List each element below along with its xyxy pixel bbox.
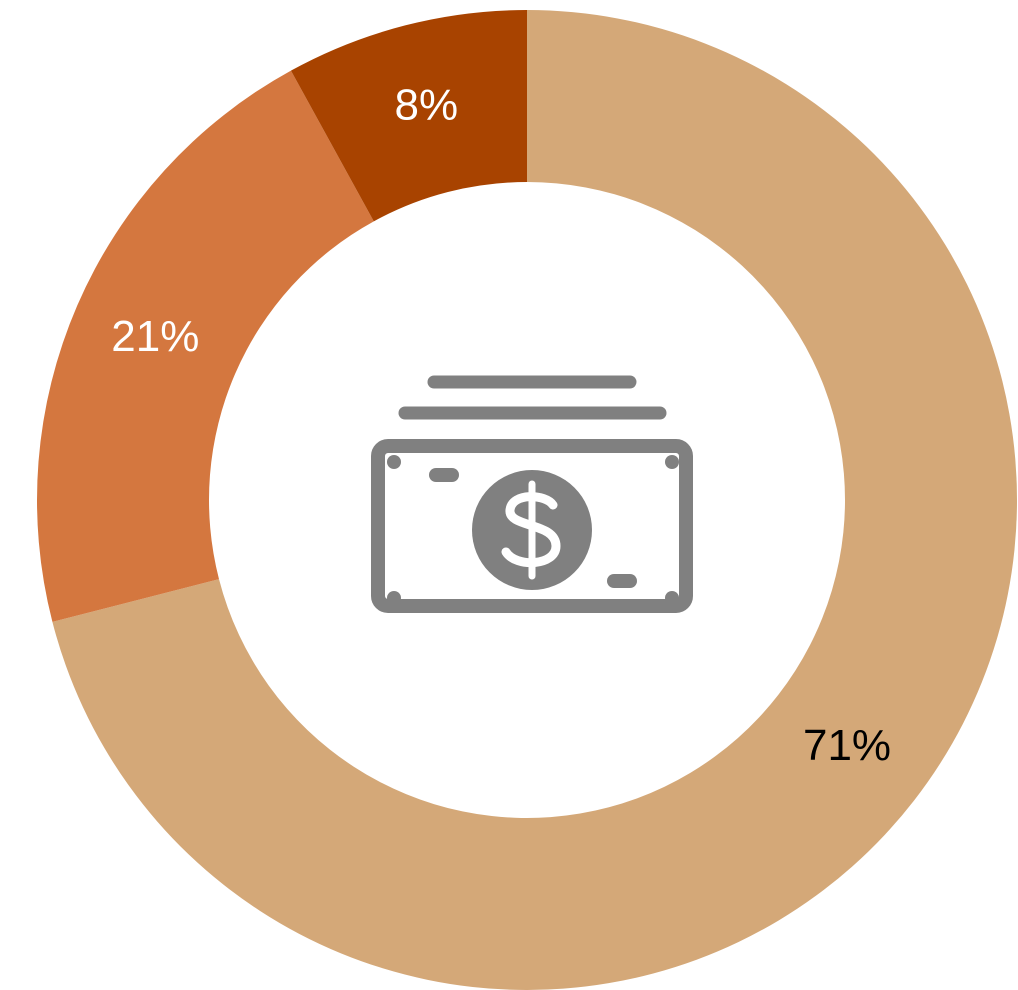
labels: 71% 21% 8% xyxy=(111,80,891,770)
slice xyxy=(52,10,1018,990)
slices xyxy=(37,10,1018,990)
money-icon xyxy=(371,375,693,613)
value-label: 8% xyxy=(394,80,458,129)
icon-dot xyxy=(387,591,401,605)
icon-dot xyxy=(387,455,401,469)
value-label: 71% xyxy=(803,721,891,770)
value-label: 21% xyxy=(111,312,199,361)
slice xyxy=(290,10,527,222)
slice xyxy=(37,70,374,622)
icon-dot xyxy=(665,591,679,605)
icon-dot xyxy=(665,455,679,469)
icon-bill xyxy=(371,439,693,613)
